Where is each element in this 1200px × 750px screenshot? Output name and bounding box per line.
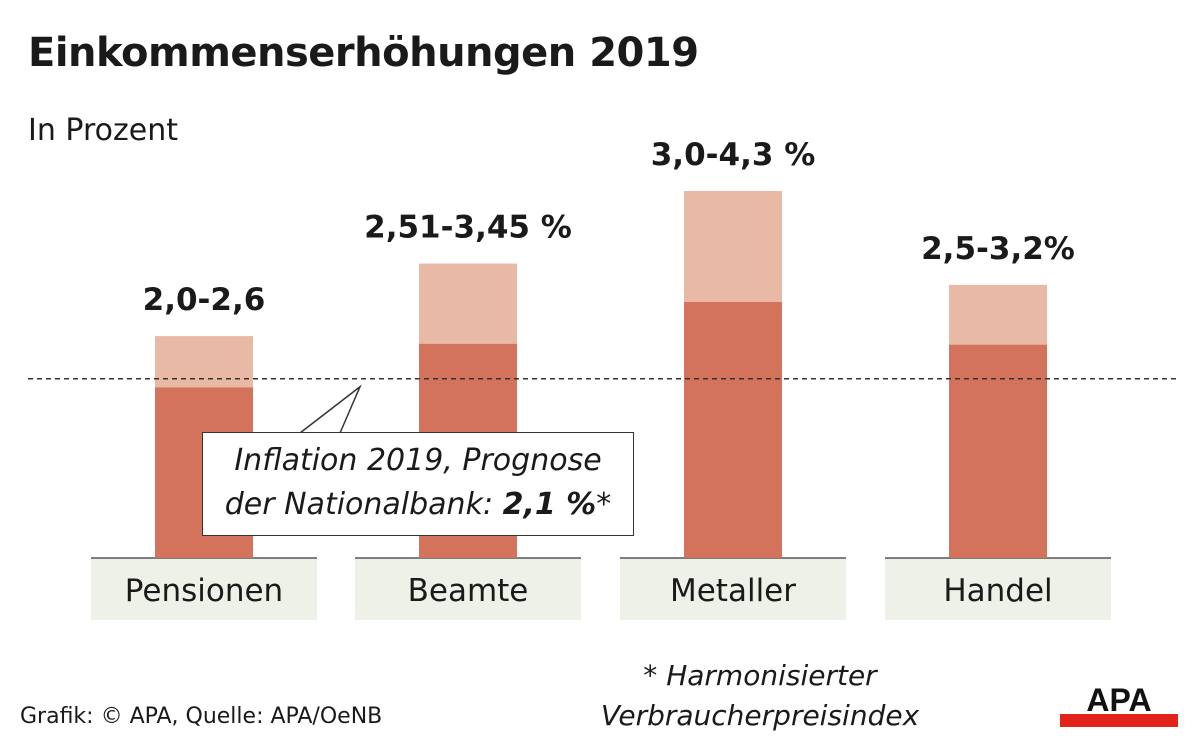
callout-suffix: *	[596, 487, 612, 522]
category-label-bg	[620, 558, 846, 620]
callout-value: 2,1 %	[502, 487, 597, 522]
category-label-metaller: Metaller	[670, 573, 796, 609]
apa-logo-text: APA	[1086, 683, 1151, 718]
bar-range-handel	[949, 284, 1047, 345]
footnote-line-1: * Harmonisierter	[643, 659, 877, 692]
chart-subtitle: In Prozent	[28, 113, 178, 148]
apa-logo: APA	[1060, 683, 1178, 727]
bar-base-metaller	[684, 301, 782, 558]
value-label-handel: 2,5-3,2%	[921, 231, 1075, 267]
footnote: * Harmonisierter Verbraucherpreisindex	[560, 656, 960, 736]
bar-range-metaller	[684, 191, 782, 302]
value-label-beamte: 2,51-3,45 %	[364, 210, 572, 246]
bar-range-beamte	[419, 263, 517, 344]
callout-line-2: der Nationalbank: 2,1 %*	[203, 483, 633, 527]
callout-line-1: Inflation 2019, Prognose	[234, 443, 602, 478]
inflation-callout: Inflation 2019, Prognose der Nationalban…	[202, 432, 634, 536]
value-label-pensionen: 2,0-2,6	[143, 282, 266, 318]
value-label-metaller: 3,0-4,3 %	[651, 137, 816, 173]
category-label-beamte: Beamte	[408, 573, 529, 609]
callout-pointer	[299, 384, 362, 434]
category-label-handel: Handel	[943, 573, 1052, 609]
source-text: Grafik: © APA, Quelle: APA/OeNB	[20, 704, 383, 729]
category-label-bg	[355, 558, 581, 620]
footnote-line-2: Verbraucherpreisindex	[600, 699, 920, 732]
bar-range-pensionen	[155, 336, 253, 388]
chart-title: Einkommenserhöhungen 2019	[28, 30, 699, 76]
callout-prefix: der Nationalbank:	[224, 487, 503, 522]
category-label-bg	[885, 558, 1111, 620]
apa-logo-bar	[1060, 714, 1178, 727]
bar-base-handel	[949, 344, 1047, 558]
category-label-bg	[91, 558, 317, 620]
category-label-pensionen: Pensionen	[125, 573, 283, 609]
